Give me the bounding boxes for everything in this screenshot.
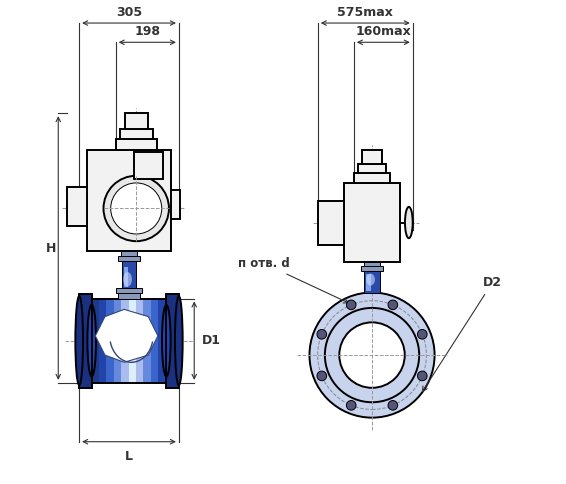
Circle shape bbox=[346, 300, 356, 310]
Bar bbox=[121, 251, 137, 256]
Ellipse shape bbox=[175, 296, 183, 385]
Bar bbox=[79, 294, 92, 388]
Bar bbox=[166, 299, 174, 383]
Bar bbox=[116, 139, 157, 150]
Bar bbox=[143, 299, 151, 383]
Circle shape bbox=[111, 183, 162, 234]
Circle shape bbox=[104, 176, 169, 241]
Bar bbox=[106, 299, 114, 383]
Bar bbox=[87, 150, 171, 251]
Ellipse shape bbox=[75, 296, 83, 385]
Bar bbox=[67, 187, 87, 226]
Bar bbox=[98, 299, 106, 383]
Circle shape bbox=[346, 401, 356, 410]
Ellipse shape bbox=[366, 273, 375, 286]
Circle shape bbox=[310, 292, 435, 418]
Bar bbox=[91, 299, 99, 383]
Circle shape bbox=[388, 401, 398, 410]
Circle shape bbox=[317, 371, 327, 381]
Circle shape bbox=[325, 308, 419, 402]
Bar bbox=[92, 299, 166, 383]
Bar bbox=[120, 129, 153, 139]
Bar bbox=[362, 266, 383, 271]
Bar bbox=[114, 299, 122, 383]
Circle shape bbox=[418, 330, 427, 339]
Circle shape bbox=[418, 371, 427, 381]
Bar bbox=[125, 113, 148, 129]
Bar bbox=[158, 299, 166, 383]
Ellipse shape bbox=[87, 305, 96, 377]
Bar bbox=[358, 164, 386, 173]
Bar bbox=[122, 261, 136, 288]
Text: п отв. d: п отв. d bbox=[238, 257, 348, 303]
Text: 575max: 575max bbox=[337, 6, 393, 19]
Bar bbox=[124, 267, 128, 287]
Bar bbox=[171, 190, 180, 219]
Bar bbox=[365, 271, 380, 292]
Ellipse shape bbox=[405, 207, 413, 238]
Bar bbox=[318, 201, 344, 245]
Bar bbox=[354, 173, 390, 183]
Bar bbox=[128, 299, 136, 383]
Circle shape bbox=[339, 322, 405, 388]
Text: D1: D1 bbox=[201, 334, 220, 347]
Text: 160max: 160max bbox=[355, 26, 411, 38]
Bar bbox=[121, 299, 129, 383]
Bar bbox=[362, 150, 382, 164]
Bar bbox=[365, 262, 380, 266]
Bar bbox=[136, 299, 144, 383]
Bar bbox=[166, 294, 179, 388]
Circle shape bbox=[317, 330, 327, 339]
Bar bbox=[344, 183, 400, 262]
Ellipse shape bbox=[123, 272, 132, 287]
Text: 198: 198 bbox=[134, 26, 160, 38]
Text: D2: D2 bbox=[422, 276, 501, 392]
Bar bbox=[151, 299, 159, 383]
Circle shape bbox=[388, 300, 398, 310]
Bar bbox=[118, 256, 140, 261]
Bar bbox=[366, 274, 371, 290]
Bar bbox=[115, 288, 143, 293]
Text: L: L bbox=[125, 451, 133, 463]
Bar bbox=[134, 152, 162, 179]
Ellipse shape bbox=[162, 305, 170, 377]
Polygon shape bbox=[95, 309, 158, 363]
Bar bbox=[118, 293, 140, 299]
Text: H: H bbox=[46, 242, 56, 255]
Text: 305: 305 bbox=[116, 6, 142, 19]
